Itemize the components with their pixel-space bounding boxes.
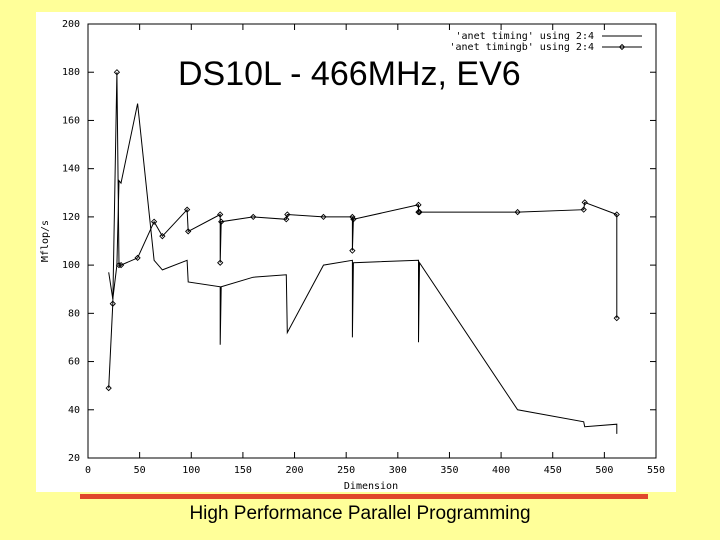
y-tick-label: 20 (68, 453, 80, 464)
data-point (349, 247, 356, 254)
data-point (109, 300, 116, 307)
data-point (134, 254, 141, 262)
data-point (218, 218, 225, 225)
plot-frame (87, 23, 657, 459)
legend: 'anet timing' using 2:4'anet timingb' us… (450, 31, 642, 53)
legend-label-1: 'anet timing' using 2:4 (456, 31, 594, 42)
y-tick-label: 120 (62, 212, 80, 223)
data-point (105, 384, 112, 392)
x-tick-label: 200 (286, 465, 304, 476)
chart-title: DS10L - 466MHz, EV6 (178, 55, 521, 93)
data-point (613, 211, 620, 218)
y-tick-label: 180 (62, 67, 80, 78)
data-point (320, 213, 327, 221)
y-tick-label: 40 (68, 405, 80, 416)
x-tick-label: 250 (337, 465, 355, 476)
x-tick-label: 350 (440, 465, 458, 476)
data-point (159, 233, 166, 240)
data-point (217, 259, 224, 266)
series-lines (105, 69, 620, 434)
y-tick-label: 160 (62, 115, 80, 126)
legend-label-2: 'anet timingb' using 2:4 (450, 42, 595, 53)
data-point (581, 199, 588, 206)
data-point (580, 206, 587, 213)
line-chart: 20 40 60 80 100 120 140 160 180 200 0 50 100 150 200 25… (40, 19, 665, 492)
data-point (150, 218, 158, 225)
data-point (415, 208, 422, 216)
data-point (350, 216, 357, 223)
y-tick-label: 100 (62, 260, 80, 271)
y-tick-label: 200 (62, 19, 80, 30)
data-point (113, 69, 121, 76)
data-point (217, 211, 224, 218)
data-point (115, 261, 123, 269)
data-point (514, 208, 521, 216)
x-tick-label: 550 (647, 465, 665, 476)
data-point (416, 208, 423, 216)
y-tick-label: 140 (62, 164, 80, 175)
data-point (185, 228, 192, 235)
x-tick-label: 50 (134, 465, 146, 476)
data-point (283, 216, 290, 223)
data-point (250, 213, 257, 221)
series-line-2 (108, 72, 618, 389)
y-tick-label: 80 (68, 308, 80, 319)
x-tick-label: 450 (544, 465, 562, 476)
x-tick-label: 0 (85, 465, 91, 476)
x-axis-label: Dimension (344, 481, 398, 492)
y-axis-label: Mflop/s (40, 220, 51, 262)
plot-panel: 20 40 60 80 100 120 140 160 180 200 0 50 100 150 200 25… (36, 12, 676, 492)
footer-rule (80, 494, 648, 499)
x-tick-label: 100 (182, 465, 200, 476)
data-point (349, 213, 356, 221)
x-tick-label: 300 (389, 465, 407, 476)
data-point (284, 211, 291, 218)
data-point (618, 43, 626, 51)
axes: 20 40 60 80 100 120 140 160 180 200 0 50 100 150 200 25… (62, 19, 665, 476)
footer-title: High Performance Parallel Programming (189, 503, 531, 524)
y-tick-label: 60 (68, 357, 80, 368)
x-tick-label: 400 (492, 465, 510, 476)
x-tick-label: 500 (595, 465, 613, 476)
data-point (613, 315, 620, 322)
data-point (184, 206, 191, 213)
data-point (117, 261, 125, 269)
data-point (415, 201, 422, 208)
x-tick-label: 150 (234, 465, 252, 476)
series-line-1 (108, 103, 618, 434)
